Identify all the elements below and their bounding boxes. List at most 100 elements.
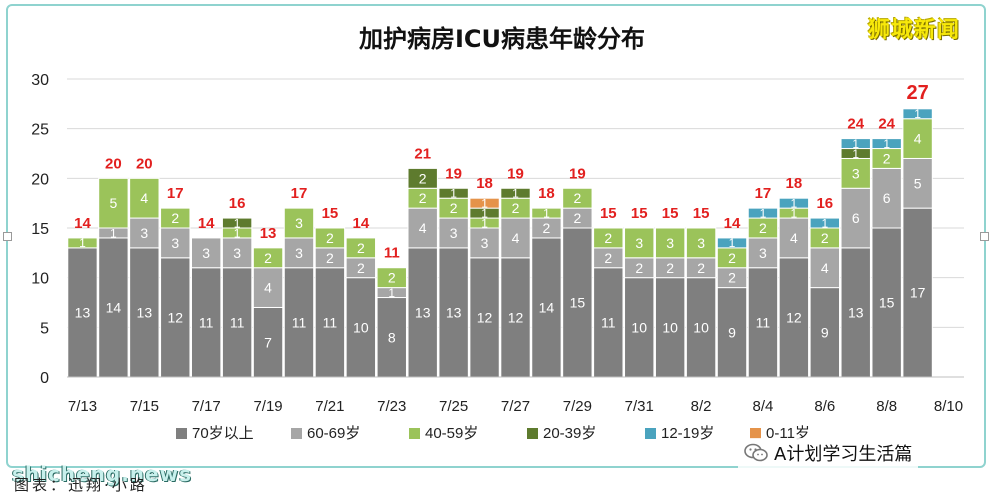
bar-segment	[809, 217, 841, 229]
segment-value-label: 2	[543, 220, 551, 236]
segment-value-label: 1	[450, 187, 457, 201]
bar-segment	[531, 207, 562, 219]
total-value-label: 21	[414, 145, 431, 162]
bar-segment	[160, 207, 191, 229]
bar-segment	[190, 237, 222, 269]
bar-segment	[685, 227, 717, 259]
segment-value-label: 9	[821, 324, 829, 340]
bar-segment	[593, 267, 624, 378]
segment-value-label: 12	[786, 309, 802, 325]
bar-segment	[252, 267, 284, 308]
total-value-label: 17	[755, 185, 772, 202]
legend-label: 12-19岁	[661, 425, 714, 442]
segment-value-label: 10	[662, 319, 678, 335]
segment-value-label: 1	[79, 236, 86, 250]
bar-segment	[809, 287, 841, 378]
y-tick-label: 0	[40, 370, 49, 387]
segment-value-label: 11	[323, 314, 338, 330]
bar-segment	[747, 207, 779, 219]
wechat-account-name: A计划学习生活篇	[774, 444, 913, 465]
bar-segment	[129, 217, 160, 249]
segment-value-label: 12	[477, 309, 493, 325]
segment-value-label: 5	[914, 175, 922, 191]
segment-value-label: 3	[295, 215, 303, 231]
x-tick-label: 7/27	[501, 398, 530, 415]
bar-segment	[469, 197, 500, 209]
segment-value-label: 2	[604, 230, 612, 246]
total-value-label: 15	[631, 205, 648, 222]
segment-value-label: 2	[357, 260, 365, 276]
segment-value-label: 10	[631, 319, 647, 335]
segment-value-label: 1	[110, 226, 117, 240]
bar-segment	[314, 227, 346, 249]
total-value-label: 24	[847, 116, 864, 133]
segment-value-label: 1	[791, 196, 798, 210]
x-tick-label: 8/6	[814, 398, 835, 415]
bar-segment	[624, 277, 655, 378]
bar-segment	[438, 187, 469, 199]
segment-value-label: 4	[821, 260, 829, 276]
total-value-label: 11	[384, 245, 400, 262]
y-tick-label: 20	[31, 171, 49, 188]
segment-value-label: 11	[601, 314, 616, 330]
segment-value-label: 1	[914, 107, 921, 121]
x-tick-label: 7/17	[192, 398, 221, 415]
bar-segment	[469, 227, 500, 259]
segment-value-label: 11	[199, 314, 214, 330]
segment-value-label: 14	[106, 300, 122, 316]
total-value-label: 19	[507, 165, 524, 182]
total-value-label: 14	[74, 215, 91, 232]
segment-value-label: 1	[388, 286, 395, 300]
total-value-label: 15	[693, 205, 710, 222]
legend-label: 60-69岁	[307, 425, 360, 442]
segment-value-label: 7	[264, 334, 272, 350]
bar-segment	[376, 267, 407, 289]
segment-value-label: 2	[357, 240, 365, 256]
segment-value-label: 3	[852, 165, 860, 181]
segment-value-label: 1	[852, 147, 859, 161]
segment-value-label: 4	[512, 230, 520, 246]
bar-segment	[67, 237, 98, 249]
segment-value-label: 2	[573, 210, 581, 226]
segment-value-label: 12	[167, 309, 183, 325]
segment-value-label: 6	[852, 210, 860, 226]
segment-value-label: 14	[539, 300, 555, 316]
bar-segment	[809, 247, 841, 289]
segment-value-label: 10	[353, 319, 369, 335]
bar-segment	[840, 157, 871, 189]
x-tick-label: 7/29	[563, 398, 592, 415]
x-tick-label: 7/13	[68, 398, 97, 415]
total-value-label: 18	[786, 175, 803, 192]
bar-segment	[871, 227, 902, 378]
segment-value-label: 2	[697, 260, 705, 276]
bar-segment	[252, 247, 284, 269]
total-value-label: 13	[260, 225, 277, 242]
segment-value-label: 1	[852, 137, 859, 151]
segment-value-label: 2	[728, 270, 736, 286]
y-tick-label: 25	[31, 122, 49, 139]
segment-value-label: 2	[759, 220, 767, 236]
bar-segment	[283, 207, 315, 239]
x-tick-label: 8/10	[934, 398, 963, 415]
bar-segment	[624, 227, 655, 259]
x-tick-label: 8/2	[691, 398, 712, 415]
legend-label: 0-11岁	[766, 425, 810, 442]
total-value-label: 27	[906, 82, 928, 104]
total-value-label: 15	[322, 205, 339, 222]
bar-segment	[654, 277, 686, 378]
segment-value-label: 2	[326, 250, 334, 266]
y-tick-label: 5	[40, 320, 49, 337]
total-value-label: 20	[136, 155, 153, 172]
x-tick-label: 7/19	[253, 398, 282, 415]
x-tick-label: 7/25	[439, 398, 468, 415]
total-value-label: 18	[476, 175, 493, 192]
source-note: 图表：迅翔·小路	[14, 476, 148, 494]
segment-value-label: 2	[512, 200, 520, 216]
segment-value-label: 2	[635, 260, 643, 276]
segment-value-label: 11	[230, 314, 245, 330]
segment-value-label: 13	[75, 304, 91, 320]
segment-value-label: 15	[879, 295, 895, 311]
segment-value-label: 9	[728, 324, 736, 340]
bar-segment	[160, 257, 191, 378]
